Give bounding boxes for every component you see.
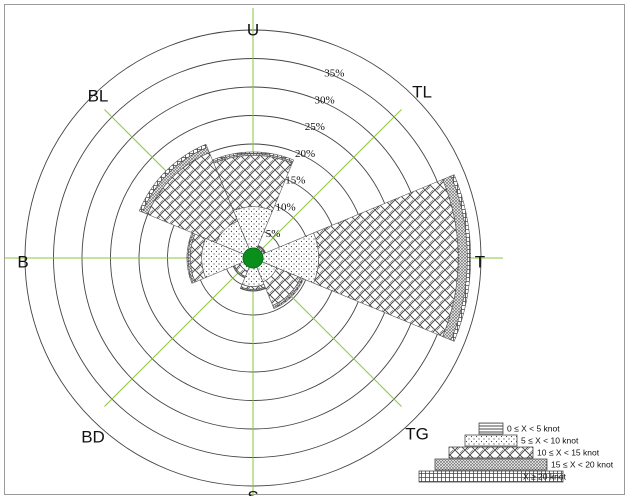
legend-swatch-5 [418, 470, 564, 483]
wedges-layer [138, 143, 472, 342]
legend-label-1: 0 ≤ X < 5 knot [507, 424, 560, 434]
axis-bd [104, 257, 254, 407]
legend-label-5: X ≥ 20 knot [523, 472, 567, 482]
chart-frame: 5% 10% 15% 20% 25% 30% 35% U TL T TG S BD B BL 0 ≤ X <… [4, 4, 625, 496]
direction-label-s: S [247, 487, 258, 496]
legend-label-4: 15 ≤ X < 20 knot [551, 460, 614, 470]
legend-swatch-1 [478, 422, 504, 435]
direction-label-bl: BL [88, 86, 109, 105]
legend-swatch-3 [448, 446, 534, 459]
legend-layer: 0 ≤ X < 5 knot 5 ≤ X < 10 knot 10 ≤ X < 15… [418, 422, 614, 483]
legend-label-3: 10 ≤ X < 15 knot [537, 448, 600, 458]
ring-label-15: 15% [285, 175, 305, 187]
legend-swatch-2 [464, 434, 518, 447]
wind-rose-chart: 5% 10% 15% 20% 25% 30% 35% U TL T TG S BD B BL 0 ≤ X <… [5, 8, 614, 496]
direction-label-u: U [247, 20, 259, 39]
labels-layer: 5% 10% 15% 20% 25% 30% 35% U TL T TG S BD B BL [17, 20, 485, 496]
legend-swatch-4 [434, 458, 548, 471]
direction-label-tl: TL [412, 82, 432, 101]
ring-label-30: 30% [314, 94, 334, 106]
center-calm-circle [242, 247, 264, 269]
ring-label-35: 35% [324, 68, 344, 80]
direction-label-b: B [17, 252, 28, 271]
ring-label-25: 25% [305, 121, 325, 133]
direction-label-tg: TG [405, 424, 429, 443]
legend-label-2: 5 ≤ X < 10 knot [521, 436, 579, 446]
direction-label-bd: BD [81, 427, 105, 446]
ring-label-20: 20% [295, 148, 315, 160]
ring-label-10: 10% [275, 201, 295, 213]
ring-label-5: 5% [266, 228, 281, 240]
wedge-t-class-3 [313, 179, 459, 337]
direction-label-t: T [475, 252, 485, 271]
axis-tl [252, 109, 402, 259]
